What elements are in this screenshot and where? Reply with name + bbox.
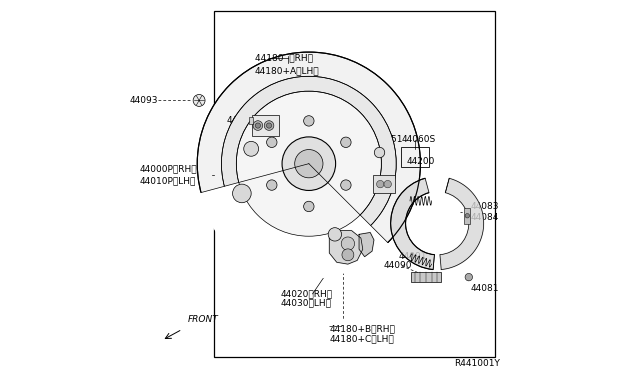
Circle shape bbox=[303, 116, 314, 126]
Bar bbox=[248, 117, 253, 124]
Text: 44060S: 44060S bbox=[402, 135, 436, 144]
Circle shape bbox=[465, 273, 472, 281]
Text: 44084: 44084 bbox=[470, 213, 499, 222]
Circle shape bbox=[376, 180, 384, 188]
Circle shape bbox=[374, 147, 385, 158]
Circle shape bbox=[267, 137, 277, 147]
Circle shape bbox=[384, 180, 392, 188]
Circle shape bbox=[340, 137, 351, 147]
Text: 44093: 44093 bbox=[130, 96, 158, 105]
Text: 44090: 44090 bbox=[384, 262, 413, 270]
Polygon shape bbox=[359, 232, 374, 257]
Text: 44180+C〈LH〉: 44180+C〈LH〉 bbox=[330, 334, 394, 343]
Circle shape bbox=[267, 180, 277, 190]
Polygon shape bbox=[390, 178, 435, 270]
Text: 44186: 44186 bbox=[227, 116, 255, 125]
Circle shape bbox=[465, 214, 470, 218]
Circle shape bbox=[340, 180, 351, 190]
Circle shape bbox=[266, 123, 271, 128]
Circle shape bbox=[221, 76, 396, 251]
Circle shape bbox=[253, 121, 262, 131]
FancyBboxPatch shape bbox=[373, 175, 395, 193]
Circle shape bbox=[264, 121, 274, 131]
Bar bbox=[214, 11, 495, 357]
Text: 44051: 44051 bbox=[375, 135, 404, 144]
Text: 44180  〈RH〉: 44180 〈RH〉 bbox=[255, 53, 313, 62]
FancyBboxPatch shape bbox=[252, 115, 279, 136]
Circle shape bbox=[197, 52, 420, 275]
Bar bbox=[411, 272, 441, 282]
Circle shape bbox=[294, 150, 323, 178]
Bar bbox=[465, 208, 470, 224]
Wedge shape bbox=[198, 164, 390, 279]
Polygon shape bbox=[330, 231, 363, 264]
Circle shape bbox=[328, 228, 342, 241]
Circle shape bbox=[342, 249, 354, 261]
Text: 44081: 44081 bbox=[470, 284, 499, 293]
Circle shape bbox=[303, 201, 314, 212]
Circle shape bbox=[193, 94, 205, 106]
Circle shape bbox=[236, 91, 381, 236]
Circle shape bbox=[282, 137, 335, 190]
Polygon shape bbox=[440, 178, 484, 270]
Text: 44180+A〈LH〉: 44180+A〈LH〉 bbox=[255, 66, 319, 75]
Circle shape bbox=[341, 237, 355, 250]
Text: 44180+B〈RH〉: 44180+B〈RH〉 bbox=[330, 325, 395, 334]
Circle shape bbox=[232, 184, 251, 203]
Text: R441001Y: R441001Y bbox=[454, 359, 500, 368]
Text: 44030〈LH〉: 44030〈LH〉 bbox=[281, 299, 332, 308]
Text: 44020〈RH〉: 44020〈RH〉 bbox=[281, 289, 333, 298]
Text: 44200: 44200 bbox=[406, 157, 435, 166]
Text: 44010P〈LH〉: 44010P〈LH〉 bbox=[140, 176, 196, 185]
Circle shape bbox=[255, 123, 260, 128]
Bar bbox=[401, 147, 429, 167]
Text: 44000P〈RH〉: 44000P〈RH〉 bbox=[140, 165, 197, 174]
Text: FRONT: FRONT bbox=[188, 315, 219, 324]
Text: 44083: 44083 bbox=[470, 202, 499, 211]
Text: 44091: 44091 bbox=[398, 252, 427, 261]
Circle shape bbox=[244, 141, 259, 156]
